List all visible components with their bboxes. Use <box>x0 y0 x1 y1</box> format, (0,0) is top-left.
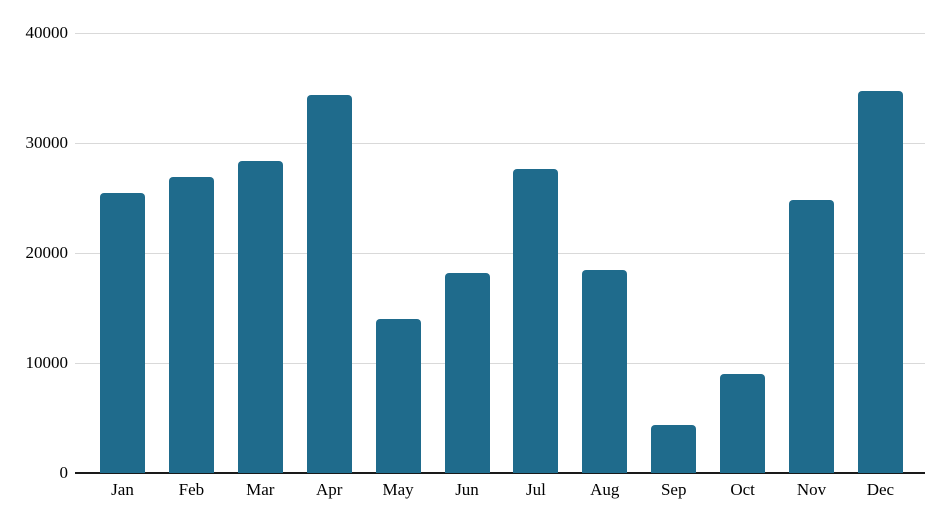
bar-jul <box>513 169 559 473</box>
y-axis-tick-label-10000: 10000 <box>25 353 69 372</box>
gridline-30000 <box>75 142 925 144</box>
y-axis-tick-label-30000: 30000 <box>25 133 69 152</box>
bar-jan <box>100 192 145 473</box>
gridline-10000 <box>75 362 925 364</box>
x-axis-label-apr: Apr <box>315 480 343 499</box>
bar-aug <box>582 269 628 473</box>
bar-sep <box>651 424 697 473</box>
x-axis-label-oct: Oct <box>730 480 755 499</box>
x-axis-label-may: May <box>382 480 414 499</box>
bar-feb <box>168 177 214 473</box>
x-axis-line <box>75 472 925 474</box>
plot-area <box>75 32 925 474</box>
x-axis-label-nov: Nov <box>796 480 827 499</box>
bar-oct <box>720 374 766 473</box>
x-axis-label-aug: Aug <box>590 480 620 499</box>
bar-dec <box>857 91 903 473</box>
bar-nov <box>789 200 834 473</box>
bar-may <box>375 319 421 473</box>
x-axis-label-jun: Jun <box>455 480 479 499</box>
y-axis-tick-label-0: 0 <box>59 463 69 482</box>
x-axis-label-sep: Sep <box>660 480 687 499</box>
x-axis-label-dec: Dec <box>866 480 895 499</box>
x-axis-label-jan: Jan <box>111 480 134 499</box>
gridline-40000 <box>75 32 925 34</box>
bar-apr <box>306 94 352 473</box>
x-axis-label-feb: Feb <box>178 480 205 499</box>
x-axis-label-mar: Mar <box>246 480 275 499</box>
bar-mar <box>237 160 283 473</box>
bar-jun <box>444 272 490 473</box>
y-axis-tick-label-20000: 20000 <box>25 243 69 262</box>
gridline-20000 <box>75 252 925 254</box>
x-axis-label-jul: Jul <box>525 480 546 499</box>
y-axis-tick-label-40000: 40000 <box>25 23 69 42</box>
